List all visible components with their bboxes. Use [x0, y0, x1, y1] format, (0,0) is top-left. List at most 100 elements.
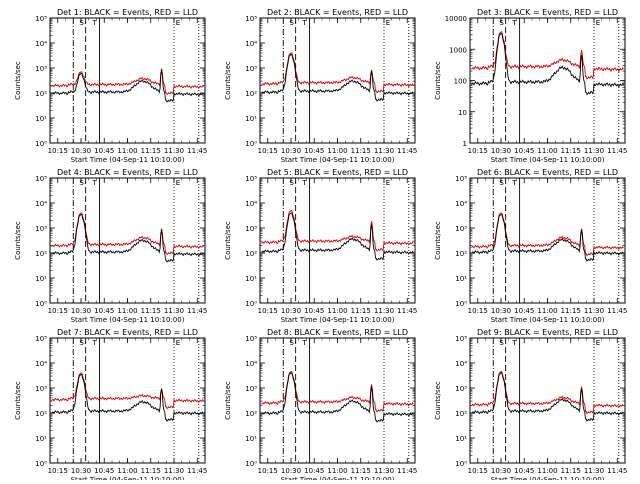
y-tick-label: 10⁰ — [35, 300, 47, 308]
x-tick-label: 10:45 — [304, 307, 324, 315]
panel-title: Det 9: BLACK = Events, RED = LLD — [477, 328, 618, 337]
y-tick-label: 10⁵ — [35, 335, 47, 343]
x-tick-label: 11:15 — [351, 467, 371, 475]
panel-det-7: Det 7: BLACK = Events, RED = LLD 10⁰ 10¹ 10… — [14, 328, 207, 484]
panel-title: Det 4: BLACK = Events, RED = LLD — [57, 168, 198, 177]
y-tick-label: 10⁴ — [245, 200, 257, 208]
marker-label-t: T — [511, 19, 517, 27]
marker-label-e: E — [386, 339, 390, 347]
x-tick-label: 11:00 — [117, 307, 137, 315]
y-tick-label: 10⁴ — [35, 360, 47, 368]
y-tick-label: 10 — [458, 109, 467, 117]
x-tick-label: 11:15 — [141, 467, 161, 475]
marker-label-e: E — [176, 179, 180, 187]
panel-title: Det 6: BLACK = Events, RED = LLD — [477, 168, 618, 177]
series-events-line — [261, 372, 414, 423]
marker-label-t: T — [301, 179, 307, 187]
marker-label-t: T — [511, 179, 517, 187]
y-tick-label: 10² — [245, 90, 257, 98]
x-tick-label: 11:15 — [561, 147, 581, 155]
y-tick-label: 10² — [35, 90, 47, 98]
y-tick-label: 10³ — [245, 65, 257, 73]
marker-label-s: S — [499, 179, 504, 187]
x-tick-label: 11:00 — [327, 307, 347, 315]
y-axis-label: Counts/sec — [434, 221, 442, 260]
marker-label-s: S — [79, 339, 84, 347]
x-tick-label: 11:30 — [584, 307, 604, 315]
x-tick-label: 10:30 — [281, 467, 301, 475]
y-tick-label: 10⁰ — [245, 460, 257, 468]
y-tick-label: 10¹ — [455, 435, 467, 443]
plot-frame — [469, 337, 626, 464]
y-tick-label: 10³ — [35, 225, 47, 233]
x-axis-label: Start Time (04-Sep-11 10:10:00) — [281, 156, 395, 164]
x-tick-label: 11:30 — [374, 147, 394, 155]
y-tick-label: 10⁰ — [35, 460, 47, 468]
series-events-line — [261, 212, 414, 261]
y-tick-label: 10¹ — [455, 275, 467, 283]
x-axis-label: Start Time (04-Sep-11 10:10:00) — [71, 316, 185, 324]
panel-title: Det 2: BLACK = Events, RED = LLD — [267, 8, 408, 17]
x-tick-label: 11:00 — [327, 147, 347, 155]
panel-title: Det 7: BLACK = Events, RED = LLD — [57, 328, 198, 337]
y-tick-label: 10³ — [35, 65, 47, 73]
x-tick-label: 10:45 — [304, 147, 324, 155]
y-tick-label: 10³ — [245, 225, 257, 233]
marker-label-e: E — [386, 19, 390, 27]
panel-det-4: Det 4: BLACK = Events, RED = LLD 10⁰ 10¹ 10… — [14, 168, 207, 324]
marker-label-t: T — [91, 339, 97, 347]
y-tick-label: 10² — [245, 410, 257, 418]
x-tick-label: 11:30 — [584, 467, 604, 475]
y-tick-label: 10² — [245, 250, 257, 258]
marker-label-e: E — [386, 179, 390, 187]
y-tick-label: 10² — [455, 410, 467, 418]
x-tick-label: 11:30 — [164, 307, 184, 315]
y-tick-label: 10⁵ — [245, 15, 257, 23]
panel-title: Det 3: BLACK = Events, RED = LLD — [477, 8, 618, 17]
x-tick-label: 11:15 — [351, 147, 371, 155]
x-tick-label: 10:30 — [71, 307, 91, 315]
y-axis-label: Counts/sec — [14, 381, 22, 420]
y-tick-label: 10⁵ — [455, 335, 467, 343]
y-tick-label: 10⁰ — [455, 300, 467, 308]
x-tick-label: 10:45 — [94, 467, 114, 475]
series-events-line — [51, 213, 204, 263]
y-tick-label: 10⁴ — [35, 200, 47, 208]
panel-det-8: Det 8: BLACK = Events, RED = LLD 10⁰ 10¹ 10… — [224, 328, 417, 484]
series-events-line — [471, 32, 624, 96]
x-tick-label: 10:15 — [258, 147, 278, 155]
plot-frame — [49, 17, 206, 144]
y-tick-label: 10³ — [245, 385, 257, 393]
y-tick-label: 10² — [35, 410, 47, 418]
panel-det-1: Det 1: BLACK = Events, RED = LLD 10⁰ 10¹ 10… — [14, 8, 207, 164]
marker-label-s: S — [499, 339, 504, 347]
y-tick-label: 100 — [454, 78, 467, 86]
y-tick-label: 10⁴ — [245, 40, 257, 48]
x-tick-label: 11:30 — [374, 467, 394, 475]
x-tick-label: 11:45 — [397, 307, 417, 315]
y-tick-label: 10⁴ — [455, 360, 467, 368]
y-axis-label: Counts/sec — [224, 221, 232, 260]
x-tick-label: 11:00 — [537, 307, 557, 315]
y-tick-label: 10¹ — [35, 275, 47, 283]
marker-label-s: S — [289, 179, 294, 187]
marker-label-t: T — [91, 179, 97, 187]
x-tick-label: 10:15 — [48, 467, 68, 475]
x-tick-label: 10:30 — [71, 467, 91, 475]
x-tick-label: 11:00 — [327, 467, 347, 475]
panel-det-5: Det 5: BLACK = Events, RED = LLD 10⁰ 10¹ 10… — [224, 168, 417, 324]
x-tick-label: 10:45 — [94, 147, 114, 155]
x-tick-label: 11:00 — [117, 467, 137, 475]
marker-label-t: T — [301, 19, 307, 27]
y-tick-label: 10³ — [455, 385, 467, 393]
x-tick-label: 10:30 — [491, 147, 511, 155]
y-tick-label: 10⁰ — [35, 140, 47, 148]
series-lld-line — [51, 212, 204, 256]
marker-label-e: E — [176, 339, 180, 347]
x-axis-label: Start Time (04-Sep-11 10:10:00) — [491, 476, 605, 480]
series-lld-line — [471, 371, 624, 415]
panel-det-2: Det 2: BLACK = Events, RED = LLD 10⁰ 10¹ 10… — [224, 8, 417, 164]
marker-label-t: T — [91, 19, 97, 27]
x-tick-label: 10:45 — [514, 307, 534, 315]
